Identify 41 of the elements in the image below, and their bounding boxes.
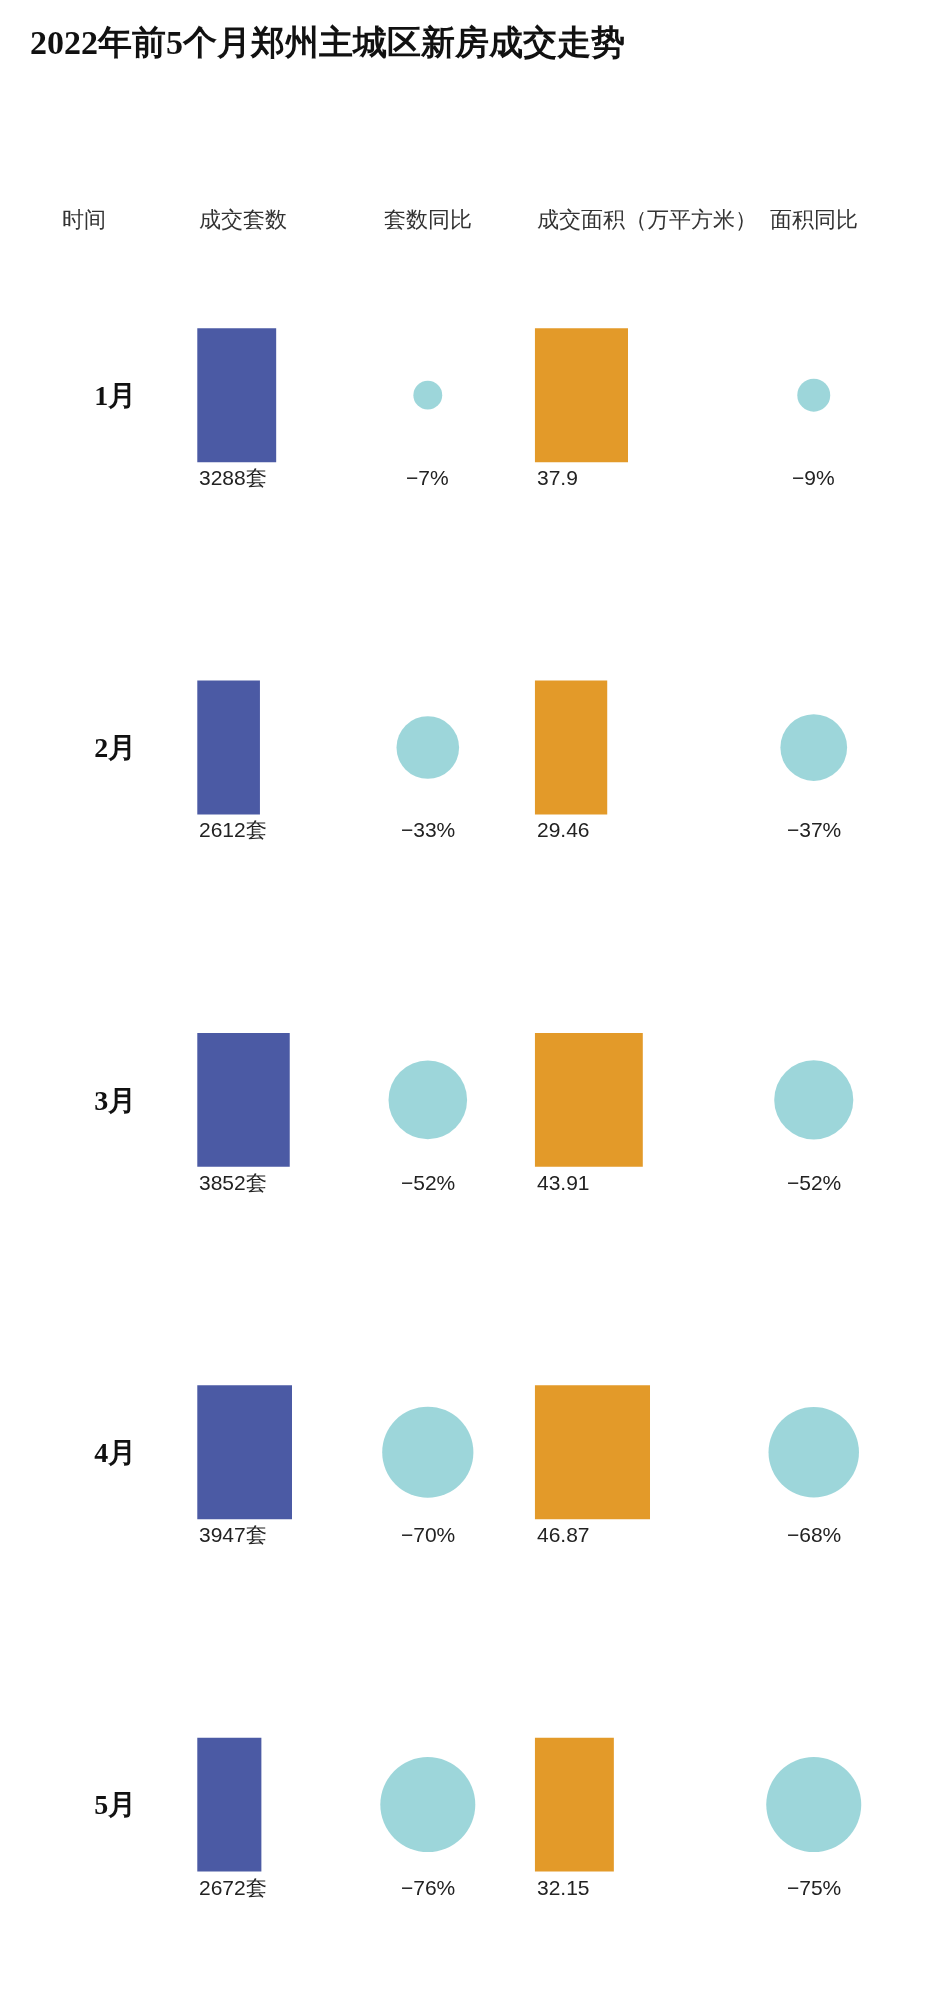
chart-subtitle: 成交面积（万平方米）: [537, 207, 757, 232]
data-label: −52%: [401, 1171, 456, 1194]
data-label: −76%: [401, 1876, 456, 1899]
y-tick-label: 3月: [94, 1084, 137, 1116]
data-label: −9%: [792, 466, 835, 489]
data-label: −68%: [787, 1523, 842, 1546]
bar: [197, 680, 260, 815]
y-tick-label: 5月: [94, 1789, 137, 1821]
data-label: −33%: [401, 818, 456, 841]
data-label: 46.87: [537, 1523, 590, 1546]
y-axis-title: 时间: [62, 207, 106, 232]
y-tick-label: 1月: [94, 379, 137, 411]
data-label: 37.9: [537, 466, 578, 489]
bar: [534, 1385, 651, 1520]
data-label: 3288套: [199, 466, 267, 489]
chart-subtitle: 成交套数: [199, 207, 287, 232]
data-label: 29.46: [537, 818, 590, 841]
data-label: −7%: [406, 466, 449, 489]
bar: [197, 1385, 293, 1520]
data-label: 3947套: [199, 1523, 267, 1546]
bar: [197, 1032, 290, 1167]
data-label: 43.91: [537, 1171, 590, 1194]
bar: [534, 680, 608, 815]
bar: [197, 1737, 262, 1872]
data-label: 32.15: [537, 1876, 590, 1899]
chart-title: 2022年前5个月郑州主城区新房成交走势: [30, 24, 625, 61]
text: 套数同比: [384, 207, 472, 232]
data-label: 2672套: [199, 1876, 267, 1899]
data-label: 2612套: [199, 818, 267, 841]
data-label: 3852套: [199, 1171, 267, 1194]
y-tick-label: 4月: [94, 1437, 137, 1469]
text: 面积同比: [770, 207, 858, 232]
data-label: −52%: [787, 1171, 842, 1194]
data-label: −75%: [787, 1876, 842, 1899]
bar: [534, 328, 628, 463]
bar: [534, 1032, 643, 1167]
bar: [534, 1737, 614, 1872]
bar: [197, 328, 277, 463]
data-label: −37%: [787, 818, 842, 841]
y-tick-label: 2月: [94, 732, 137, 764]
data-label: −70%: [401, 1523, 456, 1546]
